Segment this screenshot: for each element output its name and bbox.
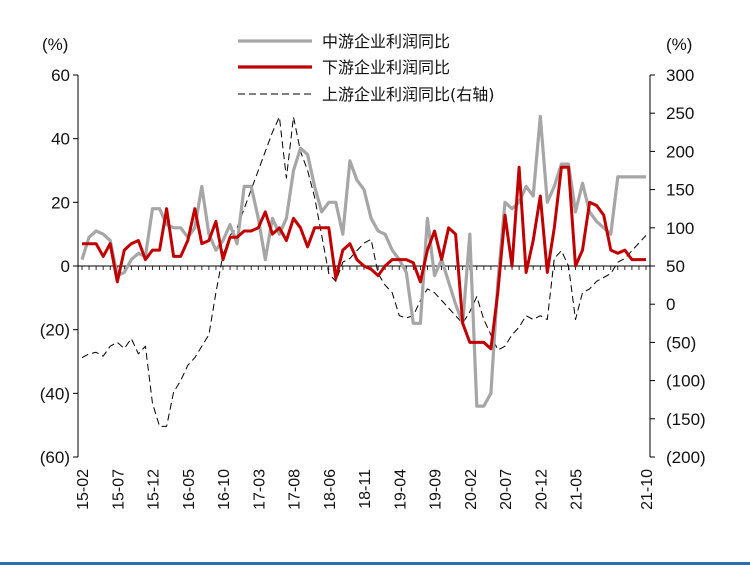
x-tick-label: 16-10 <box>216 469 233 510</box>
right-tick-label: (100) <box>666 372 706 391</box>
legend-label-2: 下游企业利润同比 <box>322 58 450 77</box>
series-line-2 <box>82 165 646 351</box>
right-tick-label: (200) <box>666 448 706 467</box>
legend-label-3: 上游企业利润同比(右轴) <box>322 85 495 104</box>
left-tick-label: 40 <box>51 130 70 149</box>
left-tick-label: (40) <box>40 384 70 403</box>
left-axis-unit: (%) <box>42 35 68 54</box>
right-tick-label: 100 <box>666 219 694 238</box>
x-tick-label: 18-06 <box>322 469 339 510</box>
x-tick-label: 15-12 <box>146 469 163 510</box>
x-tick-label: 20-02 <box>463 469 480 510</box>
series-line-1 <box>80 114 646 408</box>
right-tick-label: 50 <box>666 257 685 276</box>
x-tick-label: 17-03 <box>251 469 268 510</box>
left-tick-label: 0 <box>61 257 70 276</box>
x-tick-label: 20-12 <box>533 469 550 510</box>
x-tick-label: 18-11 <box>357 469 374 509</box>
right-tick-label: (150) <box>666 410 706 429</box>
left-tick-label: 60 <box>51 66 70 85</box>
right-tick-label: (50) <box>666 333 696 352</box>
right-axis-unit: (%) <box>666 35 692 54</box>
bottom-rule <box>0 562 750 565</box>
right-tick-label: 150 <box>666 181 694 200</box>
x-tick-label: 21-10 <box>639 469 656 510</box>
x-tick-label: 17-08 <box>287 469 304 510</box>
series-line-3 <box>81 116 647 427</box>
left-tick-label: (60) <box>40 448 70 467</box>
right-tick-label: 250 <box>666 104 694 123</box>
left-tick-label: (20) <box>40 321 70 340</box>
x-tick-label: 16-05 <box>181 469 198 510</box>
x-tick-label: 15-02 <box>75 469 92 510</box>
x-tick-label: 15-07 <box>110 469 127 510</box>
x-tick-label: 20-07 <box>498 469 515 510</box>
x-tick-label: 21-05 <box>569 469 586 510</box>
left-tick-label: 20 <box>51 193 70 212</box>
right-tick-label: 300 <box>666 66 694 85</box>
axes: 6040200(20)(40)(60)300250200150100500(50… <box>40 66 706 510</box>
legend-label-1: 中游企业利润同比 <box>322 32 450 51</box>
x-tick-label: 19-09 <box>428 469 445 510</box>
series-group <box>80 114 647 427</box>
right-tick-label: 200 <box>666 142 694 161</box>
right-tick-label: 0 <box>666 295 675 314</box>
x-tick-label: 19-04 <box>392 469 409 510</box>
